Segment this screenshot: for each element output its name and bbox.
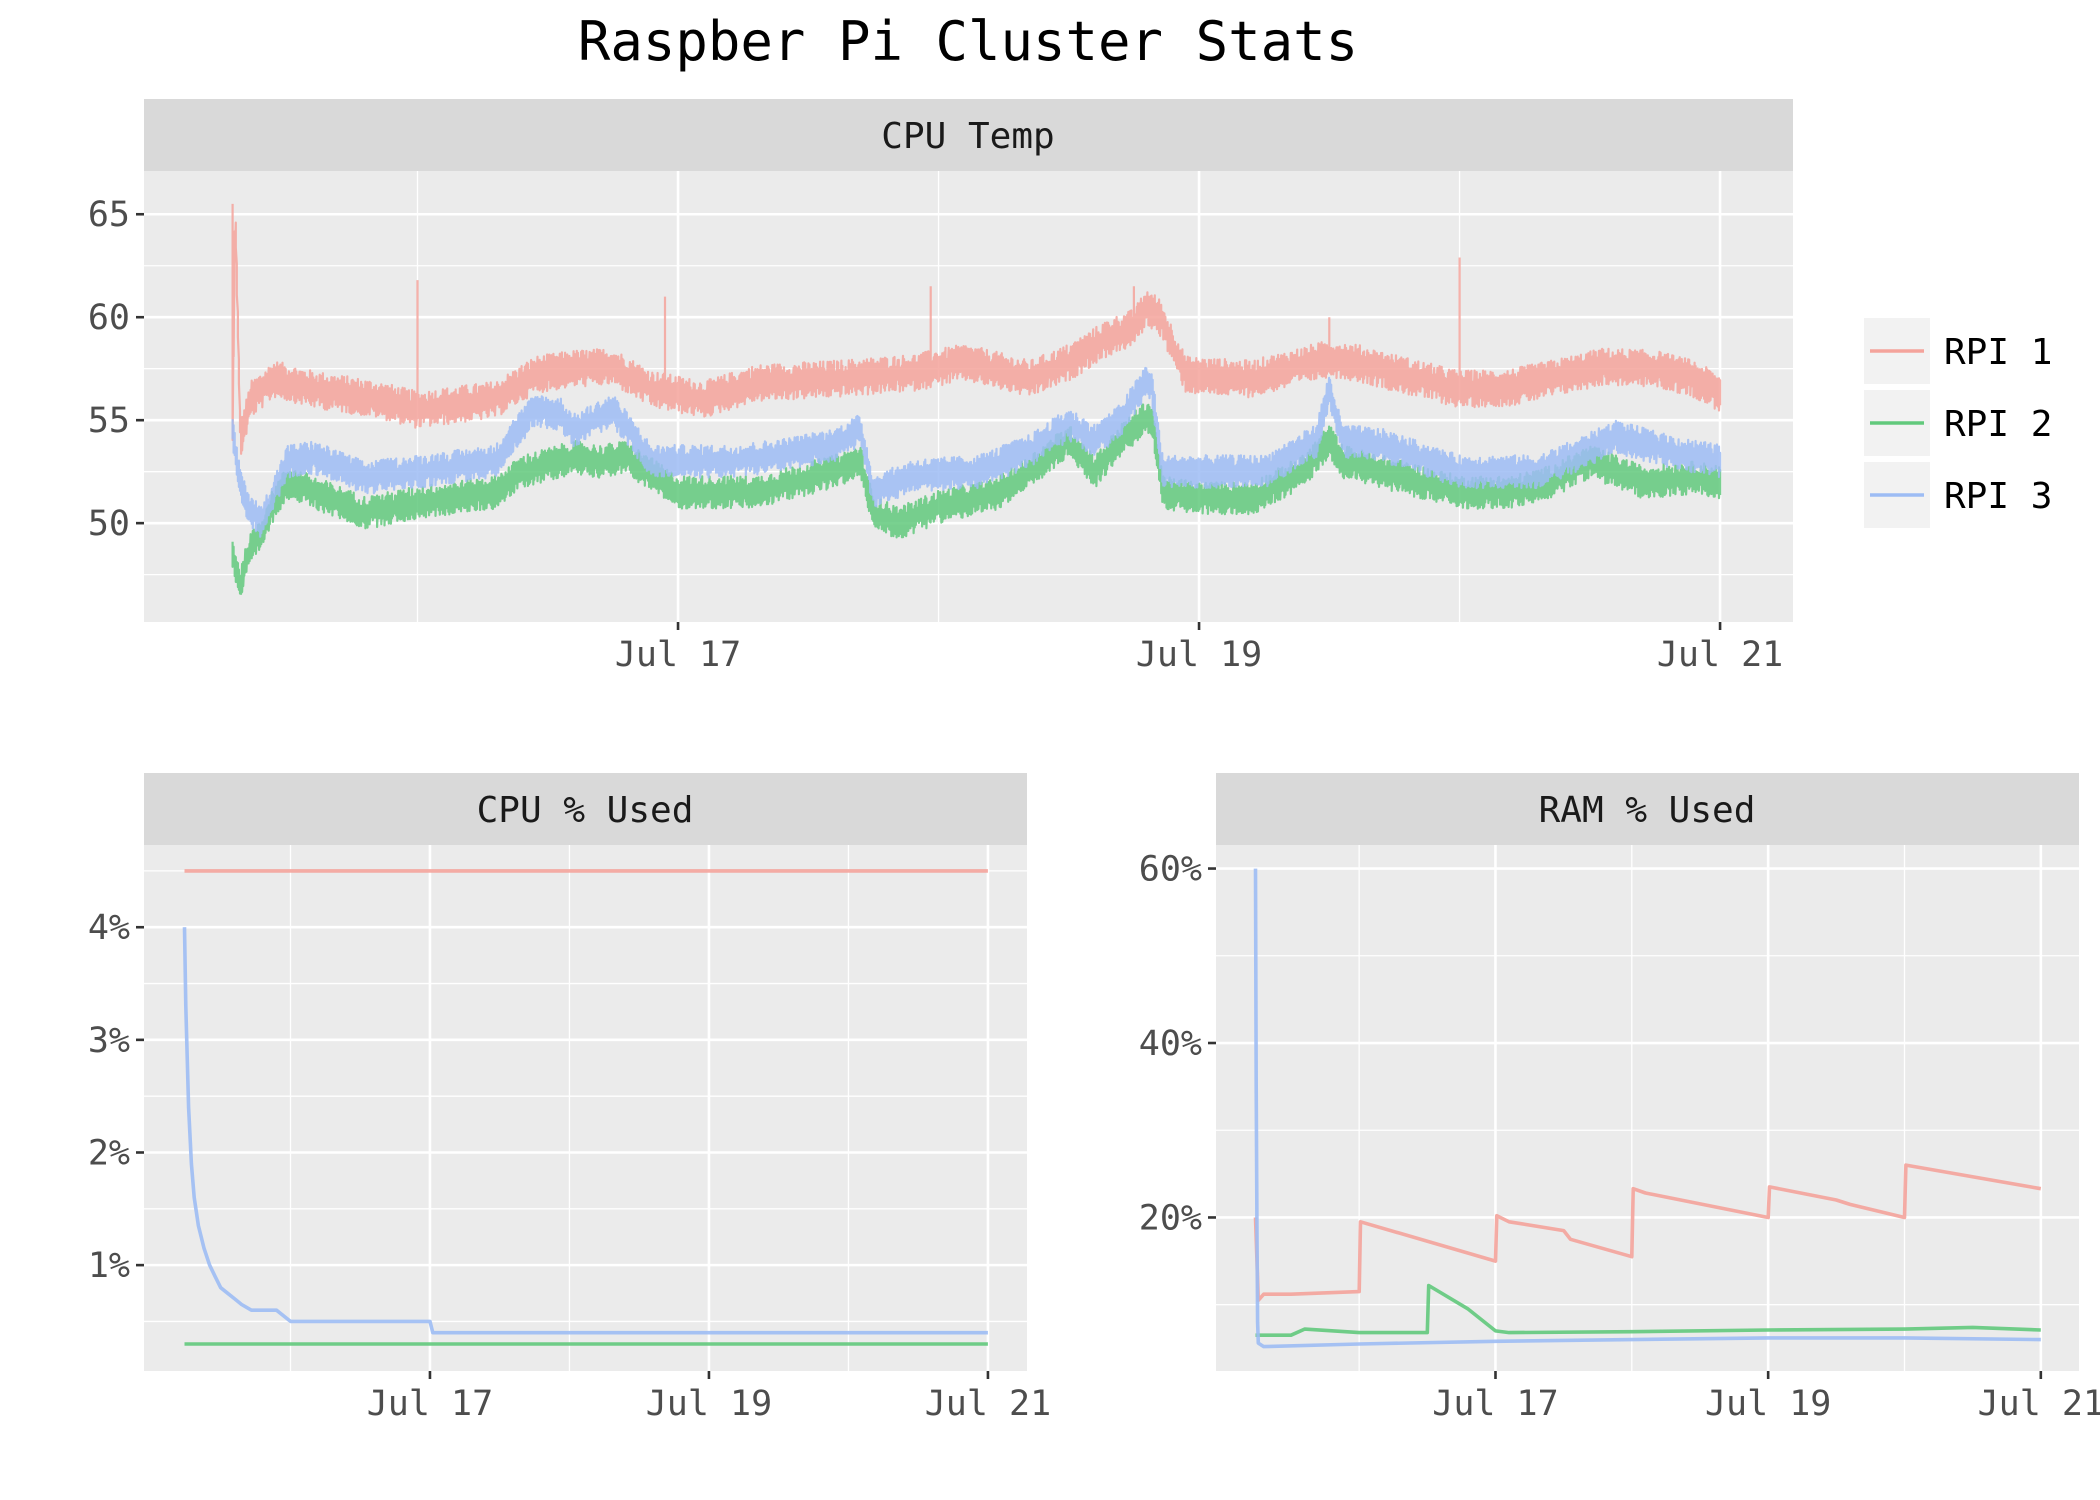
series-group-ram-used [1253, 868, 2042, 1349]
y-tick-label: 55 [88, 401, 130, 441]
y-tick-label: 1% [88, 1246, 130, 1286]
series-group-cpu-used [182, 869, 988, 1346]
x-tick-label: Jul 19 [1136, 635, 1262, 675]
y-tick-label: 4% [88, 908, 130, 948]
strip-title-ram-used: RAM % Used [1539, 790, 1756, 831]
x-tick-label: Jul 19 [646, 1384, 772, 1424]
x-tick-label: Jul 19 [1705, 1384, 1831, 1424]
legend-label-rpi-1: RPI 1 [1944, 332, 2052, 373]
axes-cpu-temp: Jul 17 Jul 19 Jul 21 50 55 60 65 [88, 195, 1783, 675]
y-tick-label: 60% [1139, 850, 1202, 890]
strip-cpu-used [144, 773, 1027, 845]
series-line-rpi-3 [182, 927, 988, 1335]
series-line-rpi-1 [1253, 1163, 2042, 1303]
legend: RPI 1 RPI 2 RPI 3 [1864, 318, 2052, 528]
strip-cpu-temp [144, 99, 1793, 171]
panel-ram-used: RAM % Used Jul 17 Jul 19 Jul 21 20% 40% 60% [1139, 773, 2100, 1424]
x-tick-label: Jul 17 [367, 1384, 493, 1424]
series-line-rpi-3 [231, 366, 1722, 538]
y-tick-label: 60 [88, 298, 130, 338]
y-tick-label: 2% [88, 1133, 130, 1173]
y-tick-label: 3% [88, 1021, 130, 1061]
x-tick-label: Jul 21 [1978, 1384, 2100, 1424]
plot-area-cpu-used [144, 845, 1027, 1371]
strip-title-cpu-used: CPU % Used [477, 790, 694, 831]
x-tick-label: Jul 17 [1432, 1384, 1558, 1424]
grid-ram-used [1216, 845, 2079, 1371]
axes-ram-used: Jul 17 Jul 19 Jul 21 20% 40% 60% [1139, 850, 2100, 1424]
legend-label-rpi-3: RPI 3 [1944, 476, 2052, 517]
y-tick-label: 65 [88, 195, 130, 235]
series-line-rpi-1 [231, 203, 1722, 455]
x-tick-label: Jul 17 [615, 635, 741, 675]
panel-cpu-temp: CPU Temp Jul 17 Jul 19 Jul 21 50 55 60 65 [88, 99, 1793, 675]
strip-title-cpu-temp: CPU Temp [881, 116, 1054, 157]
series-group-cpu-temp [231, 203, 1722, 595]
x-tick-label: Jul 21 [925, 1384, 1051, 1424]
legend-label-rpi-2: RPI 2 [1944, 404, 2052, 445]
y-tick-label: 20% [1139, 1198, 1202, 1238]
strip-ram-used [1216, 773, 2079, 845]
axes-cpu-used: Jul 17 Jul 19 Jul 21 1% 2% 3% 4% [88, 908, 1051, 1424]
grid-cpu-used [144, 845, 1027, 1371]
figure-title: Raspber Pi Cluster Stats [578, 10, 1358, 73]
y-tick-label: 50 [88, 504, 130, 544]
panel-cpu-used: CPU % Used Jul 17 Jul 19 Jul 21 1% 2% 3% 4% [88, 773, 1051, 1424]
series-line-rpi-3 [1253, 868, 2041, 1349]
x-tick-label: Jul 21 [1657, 635, 1783, 675]
series-line-rpi-2 [1255, 1283, 2041, 1337]
y-tick-label: 40% [1139, 1024, 1202, 1064]
